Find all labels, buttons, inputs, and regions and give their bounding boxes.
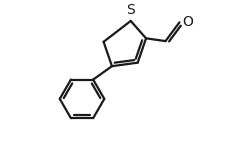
Text: S: S (126, 3, 134, 17)
Text: O: O (182, 15, 193, 29)
